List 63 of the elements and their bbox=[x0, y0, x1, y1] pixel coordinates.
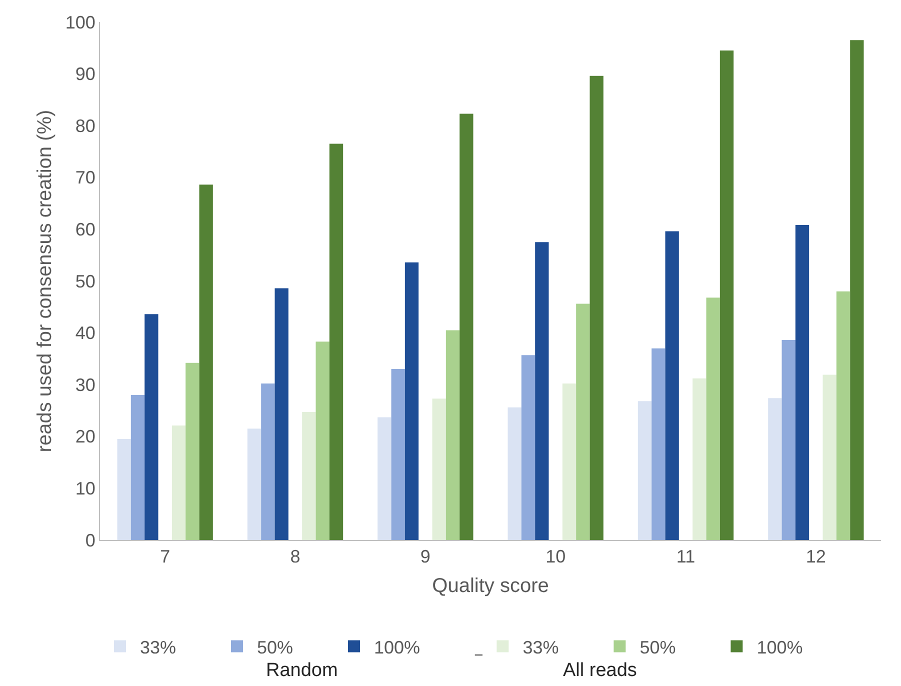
bar bbox=[247, 428, 262, 540]
bar bbox=[822, 374, 836, 540]
bar bbox=[720, 50, 734, 540]
bar bbox=[172, 426, 186, 540]
y-tick-label: 20 bbox=[75, 426, 96, 447]
bar bbox=[130, 394, 145, 540]
bar bbox=[316, 342, 330, 540]
bar bbox=[274, 288, 288, 540]
bar bbox=[692, 378, 706, 540]
legend-label: 50% bbox=[257, 637, 294, 658]
bar bbox=[665, 231, 679, 540]
legend-label: 33% bbox=[140, 637, 176, 658]
bar bbox=[795, 225, 810, 540]
bar bbox=[391, 369, 405, 540]
bar bbox=[850, 40, 864, 540]
legend-label: 50% bbox=[640, 637, 676, 658]
bar bbox=[562, 384, 576, 540]
y-tick-label: 90 bbox=[75, 64, 96, 84]
x-axis-title: Quality score bbox=[432, 575, 549, 598]
y-tick-label: 10 bbox=[75, 478, 96, 498]
bar bbox=[186, 362, 200, 540]
bar bbox=[836, 291, 850, 540]
bar bbox=[261, 384, 275, 540]
bar bbox=[144, 314, 158, 540]
bar bbox=[432, 398, 446, 540]
legend-label: 33% bbox=[522, 637, 559, 658]
bar bbox=[446, 330, 460, 540]
bar bbox=[706, 298, 720, 540]
bar bbox=[404, 262, 419, 540]
bar bbox=[302, 412, 316, 540]
y-tick-label: 70 bbox=[75, 168, 96, 188]
y-tick-label: 40 bbox=[75, 323, 96, 344]
x-tick-label: 7 bbox=[160, 546, 170, 567]
x-tick-label: 12 bbox=[806, 546, 826, 567]
bar bbox=[590, 76, 604, 540]
bar bbox=[117, 438, 131, 540]
y-tick-label: 30 bbox=[75, 374, 96, 395]
x-tick-label: 9 bbox=[420, 546, 430, 567]
bar bbox=[199, 184, 213, 540]
bar bbox=[782, 340, 796, 540]
x-tick-label: 8 bbox=[290, 546, 300, 567]
bar bbox=[329, 144, 344, 540]
text: Random bbox=[266, 660, 338, 681]
y-tick-label: 50 bbox=[75, 271, 96, 292]
y-tick-label: 0 bbox=[85, 530, 96, 550]
bar bbox=[460, 114, 474, 540]
bar bbox=[521, 355, 536, 540]
bar bbox=[535, 242, 549, 540]
y-tick-label: 100 bbox=[65, 12, 96, 32]
bar bbox=[652, 348, 666, 540]
x-tick-label: 11 bbox=[676, 546, 696, 567]
bar bbox=[378, 417, 392, 540]
legend-label: 100% bbox=[374, 637, 420, 658]
x-tick-label: 10 bbox=[546, 546, 566, 567]
text: All reads bbox=[563, 660, 637, 681]
bar bbox=[638, 401, 652, 540]
bar bbox=[768, 398, 782, 540]
bar bbox=[508, 407, 522, 540]
y-axis-title: reads used for consensus creation (%) bbox=[34, 110, 56, 452]
y-tick-label: 60 bbox=[75, 220, 96, 240]
bar bbox=[576, 304, 590, 540]
y-tick-label: 80 bbox=[75, 116, 96, 136]
legend-label: 100% bbox=[756, 637, 803, 658]
